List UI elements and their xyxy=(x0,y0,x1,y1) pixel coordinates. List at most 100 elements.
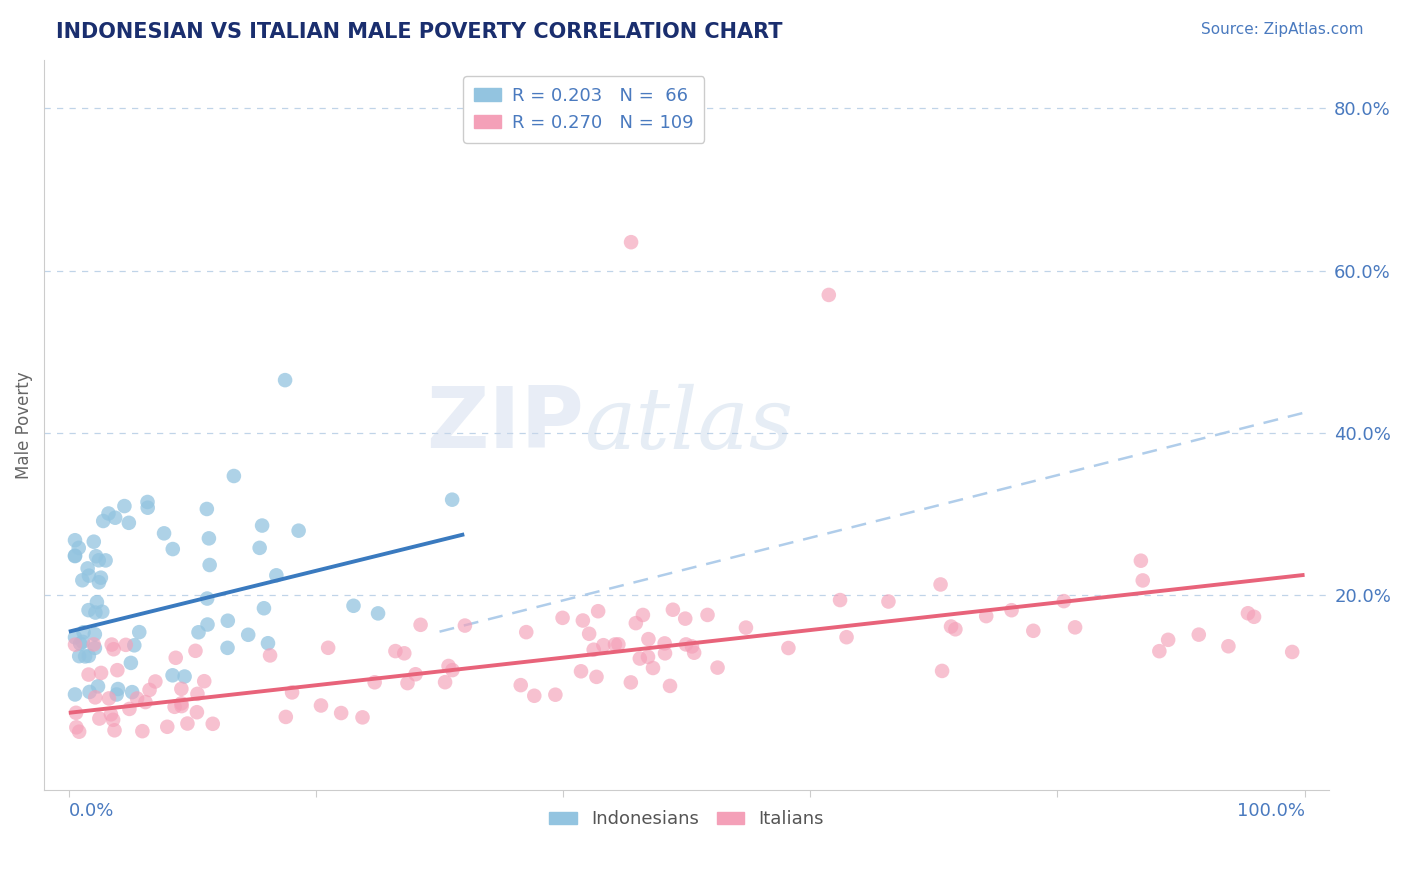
Point xyxy=(63,533,86,548)
Point xyxy=(186,705,208,719)
Point xyxy=(79,685,101,699)
Point xyxy=(67,724,90,739)
Point xyxy=(316,640,339,655)
Point xyxy=(603,637,626,651)
Point xyxy=(217,640,239,655)
Point xyxy=(662,603,685,617)
Point xyxy=(63,549,86,563)
Point xyxy=(91,514,114,528)
Point xyxy=(592,638,614,652)
Point xyxy=(162,668,184,682)
Point xyxy=(83,534,105,549)
Point xyxy=(163,699,186,714)
Point xyxy=(817,288,839,302)
Point xyxy=(405,667,427,681)
Point xyxy=(624,616,647,631)
Point xyxy=(114,638,136,652)
Point xyxy=(931,664,953,678)
Point xyxy=(65,720,87,734)
Point xyxy=(104,510,127,524)
Point xyxy=(409,617,432,632)
Point xyxy=(198,532,221,546)
Point xyxy=(877,594,900,608)
Point xyxy=(1064,620,1087,634)
Point xyxy=(274,373,297,387)
Point xyxy=(654,646,676,660)
Point xyxy=(128,625,150,640)
Point xyxy=(83,627,105,641)
Point xyxy=(120,656,142,670)
Point xyxy=(434,675,457,690)
Point xyxy=(654,636,676,650)
Point xyxy=(706,660,728,674)
Point xyxy=(195,502,218,516)
Point xyxy=(124,638,146,652)
Point xyxy=(63,549,86,563)
Point xyxy=(84,640,107,655)
Point xyxy=(103,723,125,738)
Point xyxy=(112,499,135,513)
Point xyxy=(90,571,112,585)
Y-axis label: Male Poverty: Male Poverty xyxy=(15,371,32,479)
Text: Source: ZipAtlas.com: Source: ZipAtlas.com xyxy=(1201,22,1364,37)
Point xyxy=(384,644,406,658)
Point xyxy=(170,697,193,711)
Point xyxy=(515,625,537,640)
Point xyxy=(551,611,574,625)
Point xyxy=(1000,603,1022,617)
Point xyxy=(696,607,718,622)
Point xyxy=(97,691,120,706)
Point xyxy=(65,706,87,720)
Point xyxy=(87,679,110,693)
Point xyxy=(162,542,184,557)
Point xyxy=(287,524,309,538)
Point xyxy=(101,713,124,727)
Point xyxy=(396,676,419,690)
Point xyxy=(63,688,86,702)
Point xyxy=(145,674,167,689)
Point xyxy=(1281,645,1303,659)
Point xyxy=(118,516,141,530)
Point xyxy=(641,661,664,675)
Point xyxy=(107,681,129,696)
Point xyxy=(330,706,353,720)
Point xyxy=(77,667,100,681)
Point xyxy=(103,642,125,657)
Point xyxy=(441,663,464,677)
Point xyxy=(238,628,260,642)
Point xyxy=(186,687,208,701)
Point xyxy=(1132,574,1154,588)
Point xyxy=(156,720,179,734)
Point xyxy=(63,638,86,652)
Point xyxy=(63,631,86,645)
Point xyxy=(100,638,122,652)
Point xyxy=(1129,554,1152,568)
Text: 0.0%: 0.0% xyxy=(69,802,114,820)
Point xyxy=(454,618,477,632)
Point xyxy=(198,558,221,572)
Point xyxy=(945,622,967,636)
Point xyxy=(201,716,224,731)
Point xyxy=(249,541,271,555)
Point xyxy=(620,235,643,250)
Point xyxy=(170,699,193,714)
Point xyxy=(131,724,153,739)
Point xyxy=(1243,609,1265,624)
Point xyxy=(309,698,332,713)
Point xyxy=(83,637,105,651)
Point xyxy=(72,625,94,640)
Point xyxy=(274,710,297,724)
Point xyxy=(89,712,111,726)
Point xyxy=(1188,627,1211,641)
Text: INDONESIAN VS ITALIAN MALE POVERTY CORRELATION CHART: INDONESIAN VS ITALIAN MALE POVERTY CORRE… xyxy=(56,22,783,42)
Point xyxy=(637,632,659,647)
Point xyxy=(1218,640,1240,654)
Point xyxy=(100,707,122,722)
Point xyxy=(138,682,160,697)
Point xyxy=(572,614,595,628)
Point xyxy=(586,604,609,618)
Point xyxy=(437,659,460,673)
Point xyxy=(86,595,108,609)
Point xyxy=(197,617,219,632)
Point xyxy=(778,640,800,655)
